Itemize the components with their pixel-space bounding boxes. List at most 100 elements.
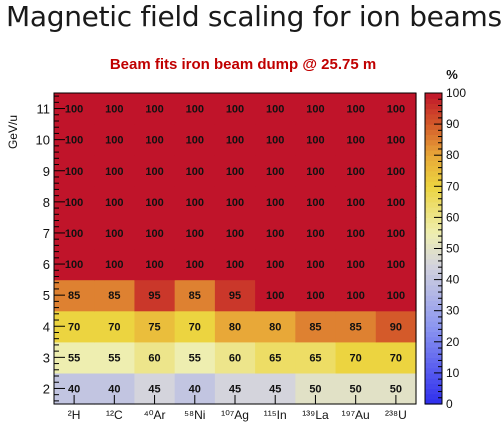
- colorbar-segment: [425, 346, 442, 353]
- heatmap-cell: [335, 310, 377, 343]
- colorbar-tick-label: 50: [446, 242, 460, 256]
- cell-value-label: 100: [306, 135, 324, 147]
- colorbar-segment: [425, 150, 442, 156]
- colorbar-segment: [425, 238, 442, 244]
- heatmap-cell: [94, 310, 136, 343]
- colorbar-tick-label: 100: [446, 86, 466, 100]
- x-tick-label: ¹⁹⁷Au: [342, 408, 370, 422]
- cell-value-label: 55: [68, 352, 80, 364]
- cell-value-label: 100: [145, 166, 163, 178]
- colorbar-segment: [425, 227, 442, 234]
- heatmap-cell: [214, 217, 256, 250]
- cell-value-label: 95: [229, 290, 241, 302]
- heatmap-cell: [214, 248, 256, 281]
- cell-value-label: 85: [189, 290, 201, 302]
- page-title: Magnetic field scaling for ion beams: [6, 0, 502, 33]
- colorbar-segment: [425, 191, 442, 198]
- cell-value-label: 55: [189, 352, 201, 364]
- heatmap-cell: [134, 248, 176, 281]
- heatmap-cell: [174, 279, 216, 312]
- heatmap-cell: [375, 310, 417, 343]
- heatmap-cell: [134, 93, 176, 125]
- cell-value-label: 90: [390, 321, 402, 333]
- colorbar-segment: [425, 248, 442, 255]
- colorbar-tick-label: 90: [446, 117, 460, 131]
- heatmap-cell: [214, 310, 256, 343]
- colorbar-tick-label: 10: [446, 366, 460, 380]
- colorbar-segment: [425, 398, 442, 405]
- cell-value-label: 100: [186, 259, 204, 271]
- colorbar-segment: [425, 388, 442, 395]
- cell-value-label: 70: [68, 321, 80, 333]
- heatmap-cell: [94, 217, 136, 250]
- heatmap-cell: [295, 155, 337, 187]
- cell-value-label: 50: [309, 383, 321, 395]
- cell-value-label: 50: [390, 383, 402, 395]
- x-tick-label: ¹³⁹La: [302, 408, 329, 422]
- heatmap-cell: [375, 124, 417, 156]
- heatmap-cell: [255, 217, 296, 250]
- colorbar-tick-label: 70: [446, 179, 460, 193]
- cell-value-label: 45: [148, 383, 160, 395]
- cell-value-label: 100: [226, 197, 244, 209]
- heatmap-cell: [295, 93, 337, 125]
- cell-value-label: 100: [65, 166, 83, 178]
- cell-value-label: 100: [346, 228, 364, 240]
- colorbar-segment: [425, 357, 442, 364]
- x-tick-label: ²³⁸U: [385, 408, 407, 422]
- cell-value-label: 100: [306, 197, 324, 209]
- heatmap-cell: [255, 279, 296, 312]
- chart-title: Beam fits iron beam dump @ 25.75 m: [110, 56, 376, 73]
- heatmap-cell: [375, 186, 417, 218]
- colorbar-segment: [425, 367, 442, 374]
- heatmap-cell: [214, 186, 256, 218]
- y-tick-label: 5: [43, 288, 50, 303]
- y-axis-label: GeV/u: [6, 115, 20, 149]
- colorbar-segment: [425, 300, 442, 307]
- cell-value-label: 95: [148, 290, 160, 302]
- heatmap-cell: [295, 248, 337, 281]
- cell-value-label: 100: [186, 197, 204, 209]
- heatmap-cell: [94, 279, 136, 312]
- colorbar-segment: [425, 134, 442, 141]
- cell-value-label: 100: [145, 104, 163, 116]
- heatmap-cell: [335, 93, 377, 125]
- cell-value-label: 45: [229, 383, 241, 395]
- colorbar-segment: [425, 98, 442, 104]
- cell-value-label: 100: [105, 135, 123, 147]
- colorbar-segment: [425, 160, 442, 167]
- heatmap-cell: [134, 124, 176, 156]
- cell-value-label: 65: [309, 352, 321, 364]
- colorbar-segment: [425, 139, 442, 146]
- colorbar-segment: [425, 378, 442, 384]
- cell-value-label: 100: [306, 228, 324, 240]
- colorbar-segment: [425, 212, 442, 218]
- cell-value-label: 100: [145, 259, 163, 271]
- cell-value-label: 100: [387, 259, 405, 271]
- cell-value-label: 100: [145, 228, 163, 240]
- colorbar: 0 10 20 30 40 50 60 70 80 90 100%: [424, 67, 466, 411]
- heatmap-cell: [335, 217, 377, 250]
- cell-value-label: 100: [226, 166, 244, 178]
- colorbar-segment: [425, 155, 442, 161]
- heatmap-cell: [335, 248, 377, 281]
- heatmap-cell: [214, 279, 256, 312]
- cell-value-label: 80: [229, 321, 241, 333]
- cell-value-label: 70: [390, 352, 402, 364]
- colorbar-segment: [425, 279, 442, 286]
- heatmap-cell: [335, 279, 377, 312]
- heatmap-cell: [94, 248, 136, 281]
- cell-value-label: 100: [346, 197, 364, 209]
- colorbar-segment: [425, 165, 442, 172]
- colorbar-segment: [425, 129, 442, 136]
- heatmap-cell: [375, 93, 417, 125]
- heatmap-cell: [375, 155, 417, 187]
- heatmap-cell: [295, 279, 337, 312]
- x-tick-label: ⁴⁰Ar: [144, 408, 166, 422]
- cell-value-label: 70: [189, 321, 201, 333]
- y-tick-label: 10: [36, 133, 50, 148]
- heatmap-cell: [174, 341, 216, 374]
- cell-value-label: 100: [226, 228, 244, 240]
- cell-value-label: 100: [266, 228, 284, 240]
